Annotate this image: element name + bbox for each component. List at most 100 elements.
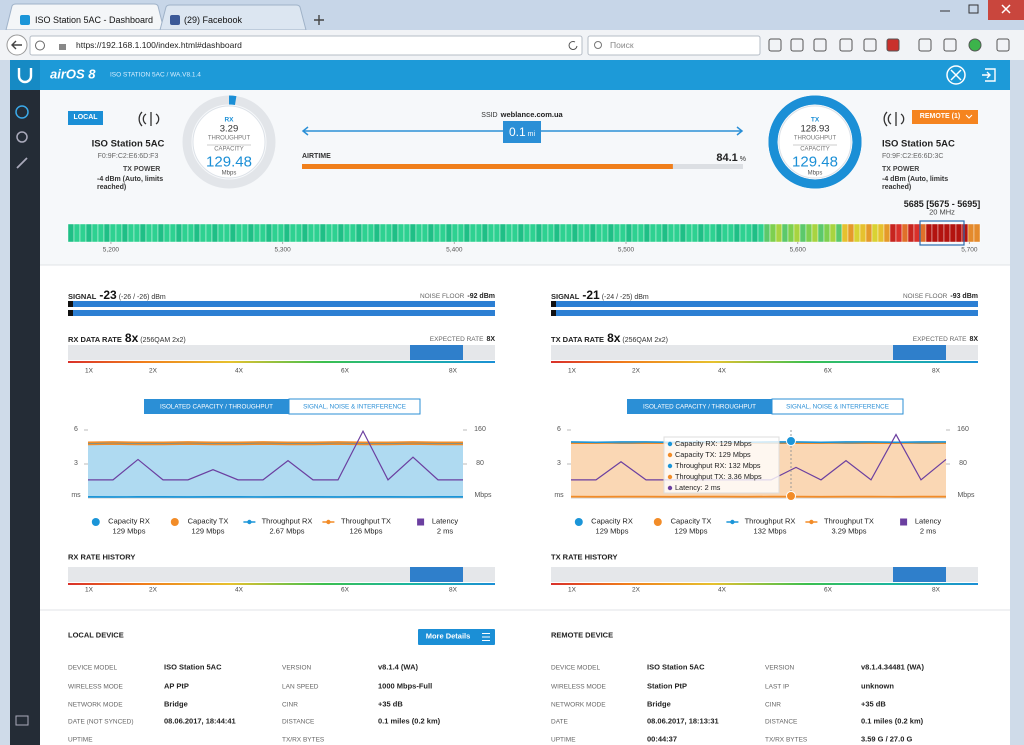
legend-marker <box>809 519 814 525</box>
spectrum-cell <box>307 223 315 243</box>
spectrum-cell <box>895 223 903 243</box>
legend-value: 3.29 Mbps <box>831 526 867 536</box>
spectrum-cell <box>907 223 915 243</box>
search-box[interactable] <box>587 35 761 56</box>
toolbar-icon[interactable] <box>813 38 827 52</box>
tab-active[interactable] <box>627 399 772 414</box>
spectrum-cell <box>697 223 705 243</box>
legend-name: Throughput TX <box>341 516 391 526</box>
tooltip-line: Capacity RX: 129 Mbps <box>675 438 752 448</box>
row-value: 0.1 miles (0.2 km) <box>378 716 441 726</box>
window-min[interactable] <box>930 0 960 20</box>
toolbar-icon[interactable] <box>863 38 877 52</box>
tools-button[interactable] <box>946 65 966 85</box>
rate-modulation: (256QAM 2x2) <box>140 337 186 344</box>
window-max[interactable] <box>960 0 988 20</box>
spectrum-cell <box>367 223 375 243</box>
tab[interactable] <box>288 398 421 415</box>
gauge-capacity-label: CAPACITY <box>800 146 830 153</box>
y2-tick-label: 160 <box>957 425 969 433</box>
gauge-label: RX <box>224 116 234 124</box>
rate-modulation: (256QAM 2x2) <box>622 337 668 344</box>
rate-tick-label: 4X <box>235 586 243 594</box>
tab-label[interactable]: ISOLATED CAPACITY / THROUGHPUT <box>160 402 273 410</box>
new-tab[interactable] <box>314 15 324 25</box>
nav-dashboard[interactable] <box>15 105 29 119</box>
toolbar-icon[interactable] <box>839 38 853 52</box>
signal-value: -23 <box>99 288 117 302</box>
row-value: 1000 Mbps-Full <box>378 681 433 691</box>
rate-indicator <box>893 345 946 360</box>
tab-active[interactable] <box>5 3 165 31</box>
more-details-button[interactable] <box>418 629 495 645</box>
gauge-face <box>778 105 852 179</box>
chain-marker <box>551 301 556 307</box>
section-title: LOCAL DEVICE <box>68 630 124 640</box>
spectrum-cell <box>541 223 549 243</box>
tab-title[interactable]: (29) Facebook <box>184 14 243 25</box>
rate-value: 8x <box>124 331 139 345</box>
spectrum-cell <box>673 223 681 243</box>
noise-label: NOISE FLOOR <box>902 293 948 300</box>
spectrum-cell <box>835 223 843 243</box>
spectrum-cell <box>655 223 663 243</box>
rate-track <box>551 345 978 360</box>
url-box[interactable] <box>29 35 583 56</box>
more-details-label[interactable]: More Details <box>425 631 471 641</box>
spectrum-cell <box>853 223 861 243</box>
reload[interactable] <box>568 41 578 50</box>
tab-label[interactable]: SIGNAL, NOISE & INTERFERENCE <box>303 402 406 410</box>
tab-active[interactable] <box>144 399 289 414</box>
device-name: ISO Station 5AC <box>91 138 165 150</box>
signal-bar <box>551 301 978 307</box>
spectrum-cell <box>739 223 747 243</box>
remote-badge[interactable] <box>912 110 978 124</box>
spectrum-cell <box>127 223 135 243</box>
tab[interactable] <box>159 4 307 31</box>
row-label: CINR <box>765 701 781 709</box>
spectrum-cell <box>187 223 195 243</box>
spectrum-cell <box>439 223 447 243</box>
expected-label: EXPECTED RATE <box>912 336 967 343</box>
logout-icon[interactable] <box>982 68 996 82</box>
spectrum-cell <box>73 223 81 243</box>
row-value: v8.1.4.34481 (WA) <box>861 662 924 672</box>
chain-marker <box>68 310 73 316</box>
spectrum-cell <box>913 223 921 243</box>
spectrum-cell <box>301 223 309 243</box>
toolbar-icon[interactable] <box>918 38 932 52</box>
spectrum-cell <box>511 223 519 243</box>
toolbar-icon[interactable] <box>943 38 957 52</box>
spectrum-cell <box>829 223 837 243</box>
tools-icon <box>950 69 962 81</box>
spectrum-cell <box>229 223 237 243</box>
spectrum-cell <box>289 223 297 243</box>
toolbar-icon[interactable] <box>768 38 782 52</box>
spectrum-cell <box>181 223 189 243</box>
rate-tick-label: 8X <box>449 586 457 594</box>
tab[interactable] <box>771 398 904 415</box>
tab-label[interactable]: SIGNAL, NOISE & INTERFERENCE <box>786 402 889 410</box>
tab-title[interactable]: ISO Station 5AC - Dashboard <box>35 14 154 25</box>
url[interactable]: https://192.168.1.100/index.html#dashboa… <box>76 39 242 50</box>
tab-label[interactable]: ISOLATED CAPACITY / THROUGHPUT <box>643 402 756 410</box>
nav-chat[interactable] <box>15 715 29 726</box>
app-header <box>10 60 1010 90</box>
sidebar <box>10 90 40 745</box>
toolbar-icon[interactable] <box>790 38 804 52</box>
toolbar-icon[interactable] <box>886 38 900 52</box>
legend-marker <box>900 518 908 526</box>
row-value: 08.06.2017, 18:44:41 <box>164 716 236 726</box>
spectrum-cell <box>769 223 777 243</box>
nav-wizard[interactable] <box>16 157 28 169</box>
spectrum-cell <box>775 223 783 243</box>
spectrum-cell <box>937 223 945 243</box>
nav-tools[interactable] <box>16 131 28 143</box>
spectrum-cell <box>463 223 471 243</box>
spectrum-cell <box>403 223 411 243</box>
toolbar-icon[interactable] <box>968 38 982 52</box>
toolbar-icon[interactable] <box>996 38 1010 52</box>
tx-power: -4 dBm (Auto, limits reached) <box>882 176 949 192</box>
spectrum-cell <box>679 223 687 243</box>
